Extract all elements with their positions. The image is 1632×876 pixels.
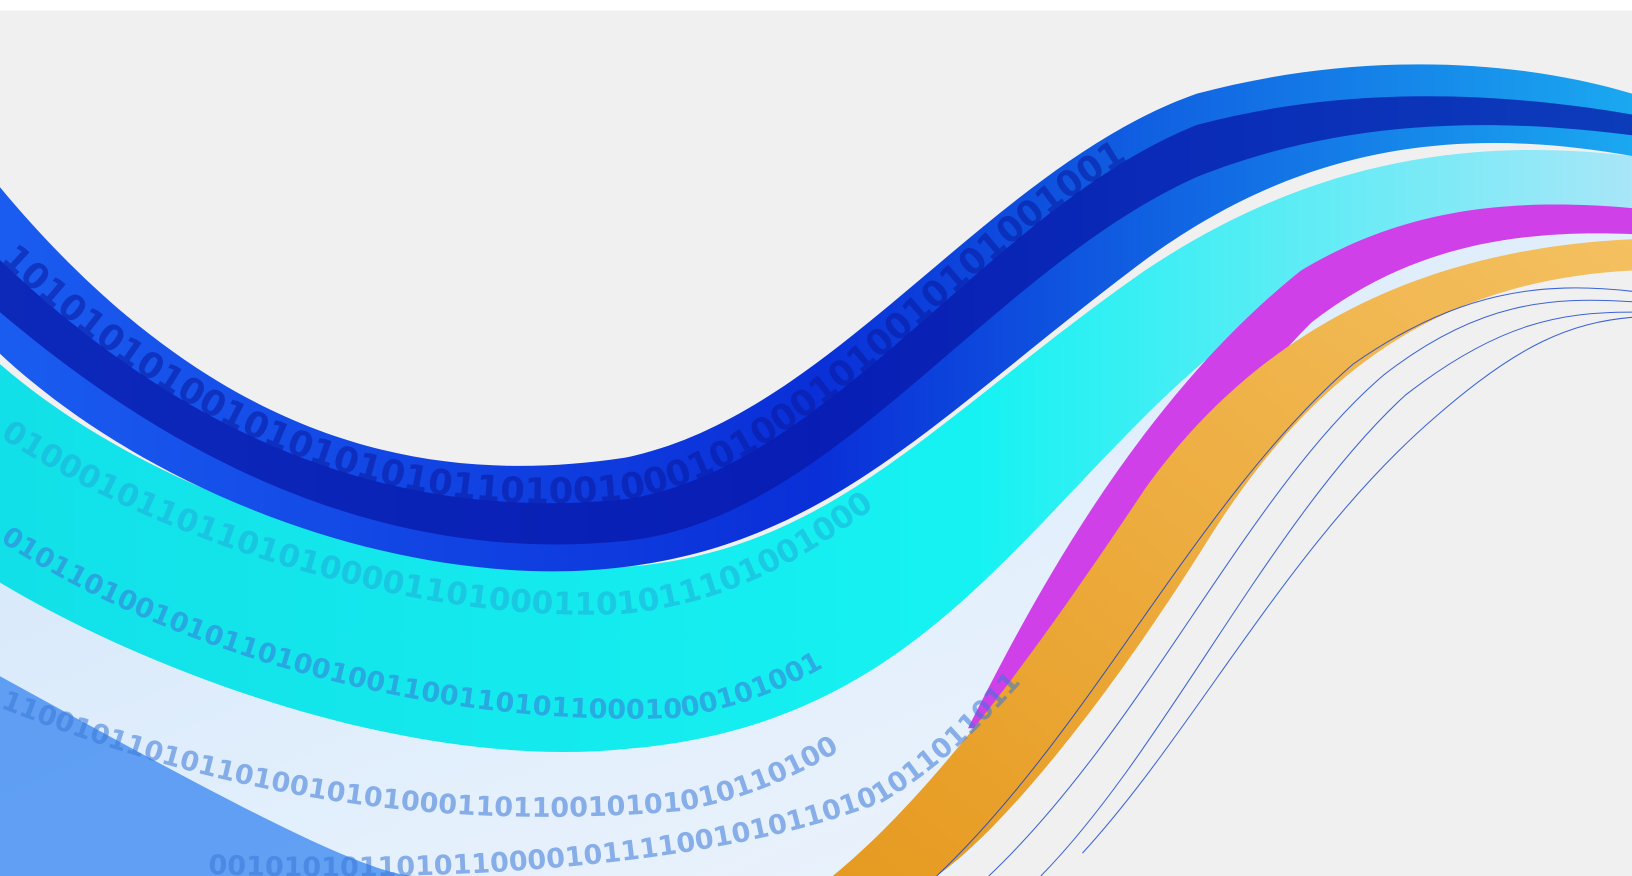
blue-corner — [0, 676, 417, 876]
top-strip — [0, 0, 1632, 11]
dark-core — [0, 96, 1632, 545]
thin-lines — [936, 287, 1632, 876]
blue-band — [0, 64, 1632, 572]
cyan-band — [0, 149, 1632, 753]
orange-band — [832, 239, 1632, 876]
